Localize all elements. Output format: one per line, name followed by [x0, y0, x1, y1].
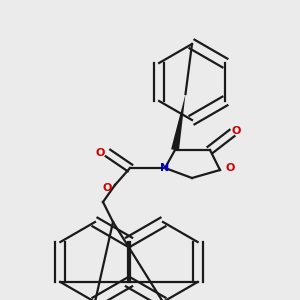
- Text: O: O: [95, 148, 105, 158]
- Text: O: O: [231, 126, 241, 136]
- Text: N: N: [160, 163, 169, 173]
- Text: O: O: [225, 163, 235, 173]
- Text: O: O: [102, 183, 112, 193]
- Polygon shape: [171, 94, 185, 151]
